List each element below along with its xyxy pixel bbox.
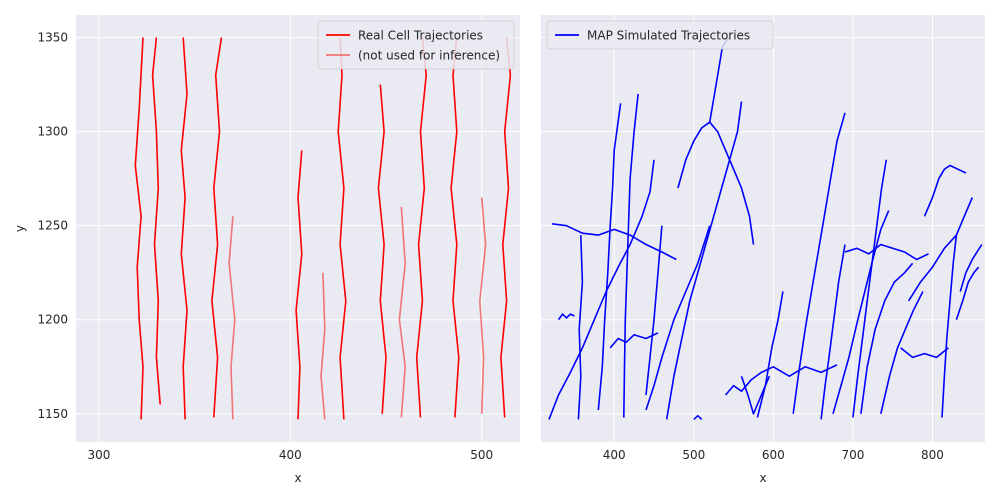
x-axis-label: x [759, 471, 766, 485]
trajectory-line [479, 197, 487, 414]
trajectory-line [228, 216, 236, 420]
legend-label: MAP Simulated Trajectories [587, 29, 750, 43]
x-tick-label: 400 [603, 448, 626, 462]
trajectory-line [665, 101, 743, 420]
y-tick-label: 1300 [37, 125, 68, 139]
x-tick-label: 300 [88, 448, 111, 462]
legend-label: Real Cell Trajectories [358, 29, 483, 43]
trajectory-line [551, 223, 677, 261]
trajectory-line [852, 159, 888, 418]
trajectory-line [623, 93, 639, 418]
trajectory-line [597, 103, 622, 411]
x-tick-label: 500 [470, 448, 493, 462]
trajectory-line [844, 243, 929, 261]
y-tick-label: 1250 [37, 219, 68, 233]
legend-frame [317, 20, 515, 70]
trajectory-group [134, 37, 512, 420]
x-tick-label: 800 [921, 448, 944, 462]
trajectory-line [907, 197, 974, 302]
trajectory-line [860, 262, 914, 414]
trajectory-line [959, 244, 983, 292]
trajectory-line [151, 37, 161, 405]
trajectory-line [337, 37, 347, 420]
trajectory-group [548, 37, 983, 420]
trajectory-line [941, 235, 958, 418]
x-tick-label: 400 [279, 448, 302, 462]
trajectory-line [377, 84, 387, 414]
x-axis-label: x [294, 471, 301, 485]
y-axis-label: y [13, 225, 27, 232]
trajectory-line [398, 206, 406, 418]
plot-background [76, 15, 520, 442]
x-tick-label: 700 [841, 448, 864, 462]
trajectory-line [832, 210, 890, 415]
trajectory-line [415, 37, 427, 418]
trajectory-line [320, 272, 326, 420]
trajectory-line [500, 37, 512, 418]
trajectory-line [609, 332, 659, 349]
legend-label: (not used for inference) [358, 49, 500, 63]
trajectory-line [677, 121, 755, 245]
trajectory-line [645, 225, 663, 396]
trajectory-line [756, 291, 784, 418]
trajectory-line [295, 150, 303, 420]
trajectory-line [577, 235, 584, 420]
trajectory-line [211, 37, 223, 418]
trajectory-line [693, 414, 703, 420]
trajectory-line [450, 37, 460, 418]
trajectory-line [900, 347, 949, 359]
trajectory-line [792, 112, 846, 414]
left-panel: 300 400 500 1150 1200 1250 1300 1350 x y Real Cell… [13, 15, 520, 485]
y-tick-label: 1200 [37, 313, 68, 327]
trajectory-line [180, 37, 188, 420]
x-tick-label: 500 [682, 448, 705, 462]
trajectory-line [880, 291, 924, 414]
trajectory-line [557, 313, 575, 321]
right-panel: 400 500 600 700 800 x MAP Simulated Trajectori… [541, 15, 985, 485]
trajectory-line [134, 37, 144, 420]
trajectory-line [923, 164, 967, 217]
legend: MAP Simulated Trajectories [546, 20, 774, 50]
trajectory-line [955, 266, 980, 320]
trajectory-line [820, 244, 846, 420]
plot-background [541, 15, 985, 442]
legend-frame [546, 20, 774, 50]
y-tick-label: 1150 [37, 407, 68, 421]
y-tick-label: 1350 [37, 31, 68, 45]
legend: Real Cell Trajectories (not used for infe… [317, 20, 515, 70]
trajectory-line [645, 225, 711, 411]
x-tick-label: 600 [762, 448, 785, 462]
